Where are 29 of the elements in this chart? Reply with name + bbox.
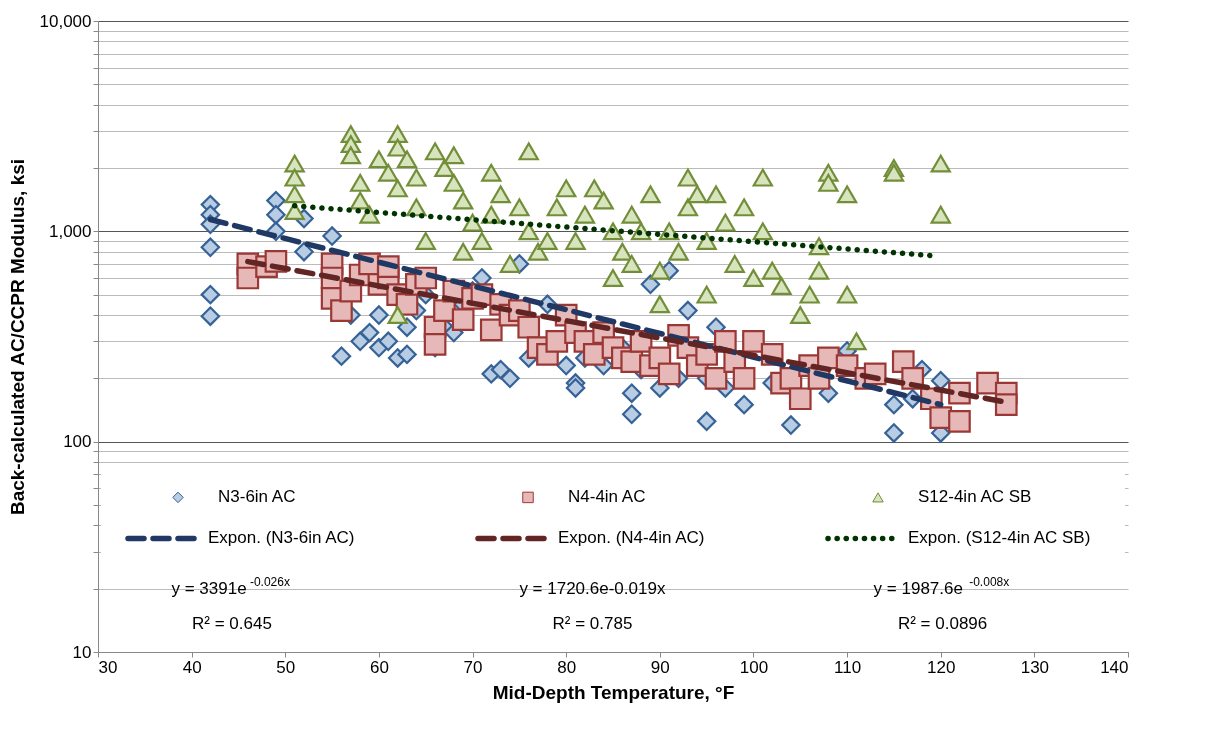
x-tick-label: 80 xyxy=(557,657,577,677)
x-tick-label: 110 xyxy=(834,657,862,677)
y-tick-label: 10 xyxy=(72,642,92,662)
annotation: y = 1720.6e-0.019x xyxy=(519,578,666,598)
y-tick-label: 1,000 xyxy=(48,221,92,241)
annotation: R² = 0.785 xyxy=(552,613,633,633)
y-tick-label: 10,000 xyxy=(39,11,92,31)
x-tick-label: 100 xyxy=(739,657,769,677)
legend-label: Expon. (S12-4in AC SB) xyxy=(908,528,1091,548)
x-tick-label: 130 xyxy=(1020,657,1050,677)
annotation: R² = 0.645 xyxy=(191,613,272,633)
annotation: R² = 0.0896 xyxy=(897,613,988,633)
x-tick-label: 70 xyxy=(463,657,483,677)
legend-label: N4-4in AC xyxy=(568,487,646,507)
y-tick-label: 100 xyxy=(63,432,92,452)
y-axis-title: Back-calculated AC/CCPR Modulus, ksi xyxy=(6,158,28,516)
x-tick-label: 120 xyxy=(927,657,956,677)
x-tick-label: 90 xyxy=(650,657,670,677)
legend-label: S12-4in AC SB xyxy=(918,487,1032,507)
legend-label: Expon. (N3-6in AC) xyxy=(208,528,355,548)
x-tick-label: 60 xyxy=(369,657,389,677)
x-tick-label: 30 xyxy=(98,657,118,677)
x-tick-label: 50 xyxy=(276,657,296,677)
x-axis-title: Mid-Depth Temperature, °F xyxy=(492,681,735,703)
legend-label: N3-6in AC xyxy=(218,487,296,507)
annotation: y = 1987.6e-0.008x xyxy=(873,574,1010,598)
x-tick-label: 40 xyxy=(182,657,202,677)
x-tick-label: 140 xyxy=(1100,657,1129,677)
legend-label: Expon. (N4-4in AC) xyxy=(558,528,705,548)
